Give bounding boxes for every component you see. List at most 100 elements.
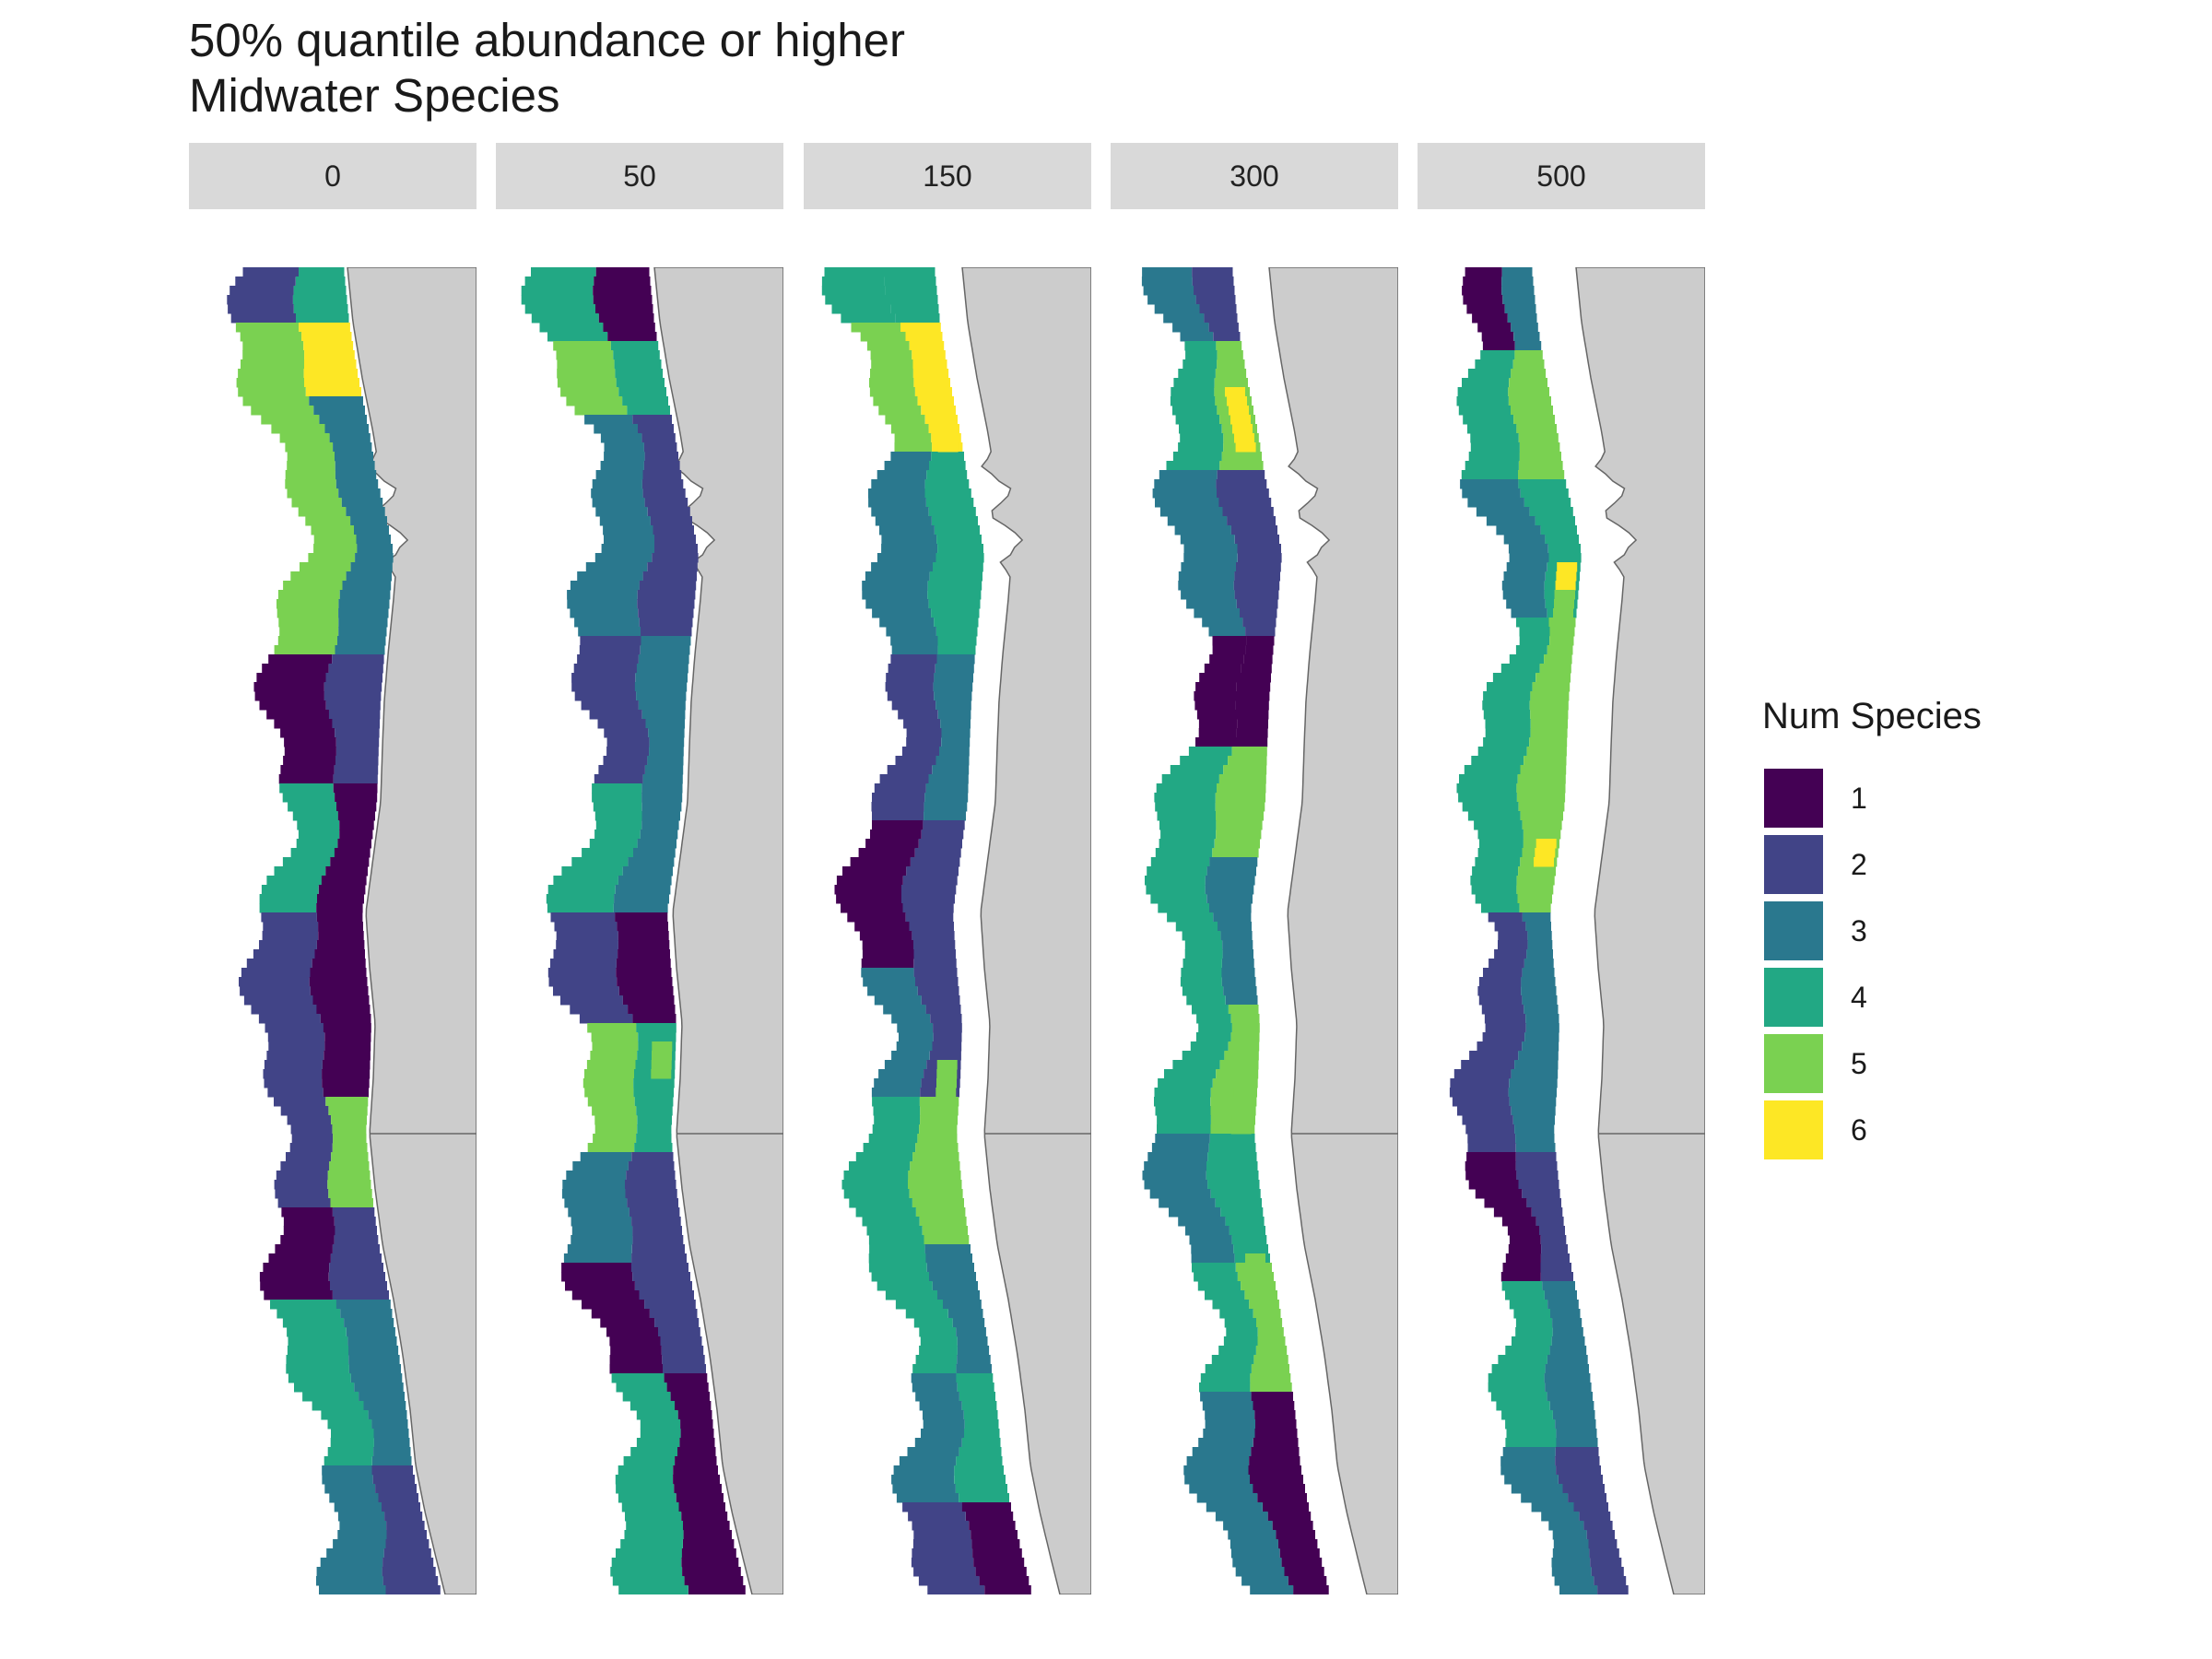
abundance-cell (963, 1410, 998, 1420)
abundance-cell (863, 1143, 916, 1153)
abundance-cell (278, 618, 339, 628)
abundance-cell (677, 1410, 712, 1420)
abundance-cell (238, 369, 304, 379)
abundance-cell (670, 1392, 710, 1402)
abundance-cell (1548, 1521, 1584, 1531)
abundance-cell (1505, 1438, 1557, 1448)
abundance-cell (1154, 479, 1217, 489)
abundance-cell (1257, 1493, 1307, 1503)
abundance-cell (1463, 415, 1514, 425)
abundance-cell (259, 700, 326, 711)
abundance-cell (1228, 756, 1267, 766)
abundance-cell (354, 1382, 404, 1393)
abundance-cell (339, 820, 374, 830)
abundance-cell (934, 691, 972, 701)
abundance-cell (316, 1576, 383, 1586)
abundance-cell (1512, 1115, 1555, 1125)
abundance-cell (548, 977, 618, 987)
abundance-cell (1589, 1548, 1619, 1559)
abundance-cell (240, 986, 311, 996)
abundance-cell (256, 673, 326, 683)
abundance-cell (1253, 1438, 1299, 1448)
abundance-cell (847, 912, 906, 923)
abundance-cell (290, 1124, 333, 1135)
abundance-cell (1496, 525, 1541, 535)
abundance-cell (1207, 1180, 1260, 1190)
abundance-cell (616, 378, 665, 388)
abundance-cell (1484, 1198, 1527, 1208)
abundance-cell (319, 1585, 386, 1594)
abundance-cell (332, 654, 384, 665)
abundance-cell (941, 728, 971, 738)
abundance-cell (1155, 802, 1216, 812)
abundance-cell (304, 359, 357, 370)
abundance-cell (303, 369, 359, 379)
abundance-cell (547, 885, 616, 895)
abundance-cell (1488, 1373, 1545, 1383)
abundance-cell (259, 1272, 329, 1282)
abundance-cell (1502, 1263, 1541, 1273)
abundance-cell (1477, 986, 1522, 996)
abundance-cell (1213, 912, 1252, 923)
abundance-cell (1516, 876, 1555, 886)
abundance-cell (932, 1281, 978, 1291)
abundance-cell (1514, 1060, 1559, 1070)
abundance-cell (1195, 1032, 1231, 1042)
abundance-cell (592, 793, 641, 803)
abundance-cell (308, 553, 356, 563)
abundance-cell (332, 1244, 380, 1254)
abundance-cell (821, 286, 886, 296)
abundance-cell (1511, 323, 1538, 333)
abundance-cell (1159, 820, 1217, 830)
abundance-cell (1217, 470, 1265, 480)
abundance-cell (280, 765, 335, 775)
abundance-cell (649, 747, 684, 757)
abundance-cell (1144, 1161, 1206, 1171)
abundance-cell (681, 1548, 736, 1559)
abundance-cell (595, 470, 643, 480)
abundance-cell (1525, 1014, 1559, 1024)
abundance-cell (1196, 710, 1237, 720)
abundance-cell (872, 811, 924, 821)
abundance-cell (618, 949, 670, 959)
abundance-cell (1175, 922, 1218, 932)
abundance-cell (1216, 341, 1242, 351)
abundance-cell (238, 387, 306, 397)
abundance-cell (1517, 774, 1566, 784)
abundance-cell (385, 1585, 441, 1594)
abundance-cell (641, 820, 679, 830)
abundance-cell (929, 1272, 976, 1282)
abundance-cell (653, 525, 694, 535)
abundance-cell (1501, 1217, 1536, 1227)
abundance-cell (932, 516, 978, 526)
abundance-cell (629, 1207, 680, 1218)
abundance-cell (1276, 1530, 1315, 1540)
abundance-cell (1249, 1456, 1300, 1466)
abundance-cell (1235, 700, 1269, 711)
abundance-cell (1477, 830, 1524, 840)
abundance-cell (582, 1078, 634, 1088)
abundance-cell (870, 369, 913, 379)
abundance-cell (890, 636, 938, 646)
abundance-cell (1456, 783, 1517, 794)
abundance-cell (334, 765, 379, 775)
abundance-cell (1475, 894, 1518, 904)
abundance-cell (887, 765, 933, 775)
abundance-cell (240, 332, 302, 342)
abundance-cell (1551, 627, 1571, 637)
abundance-cell (908, 1171, 961, 1181)
legend-key-4 (1762, 966, 1825, 1029)
abundance-cell (577, 571, 643, 582)
abundance-cell (859, 931, 912, 941)
abundance-cell (1181, 590, 1235, 600)
abundance-cell (965, 1512, 1014, 1522)
abundance-cell (309, 977, 368, 987)
legend-title: Num Species (1762, 696, 1982, 736)
abundance-cell (678, 1502, 725, 1512)
abundance-cell (1539, 664, 1571, 674)
abundance-cell (1532, 682, 1571, 692)
abundance-cell (902, 1502, 962, 1512)
abundance-cell (322, 1060, 371, 1070)
abundance-cell (865, 571, 930, 582)
abundance-cell (936, 1078, 957, 1088)
